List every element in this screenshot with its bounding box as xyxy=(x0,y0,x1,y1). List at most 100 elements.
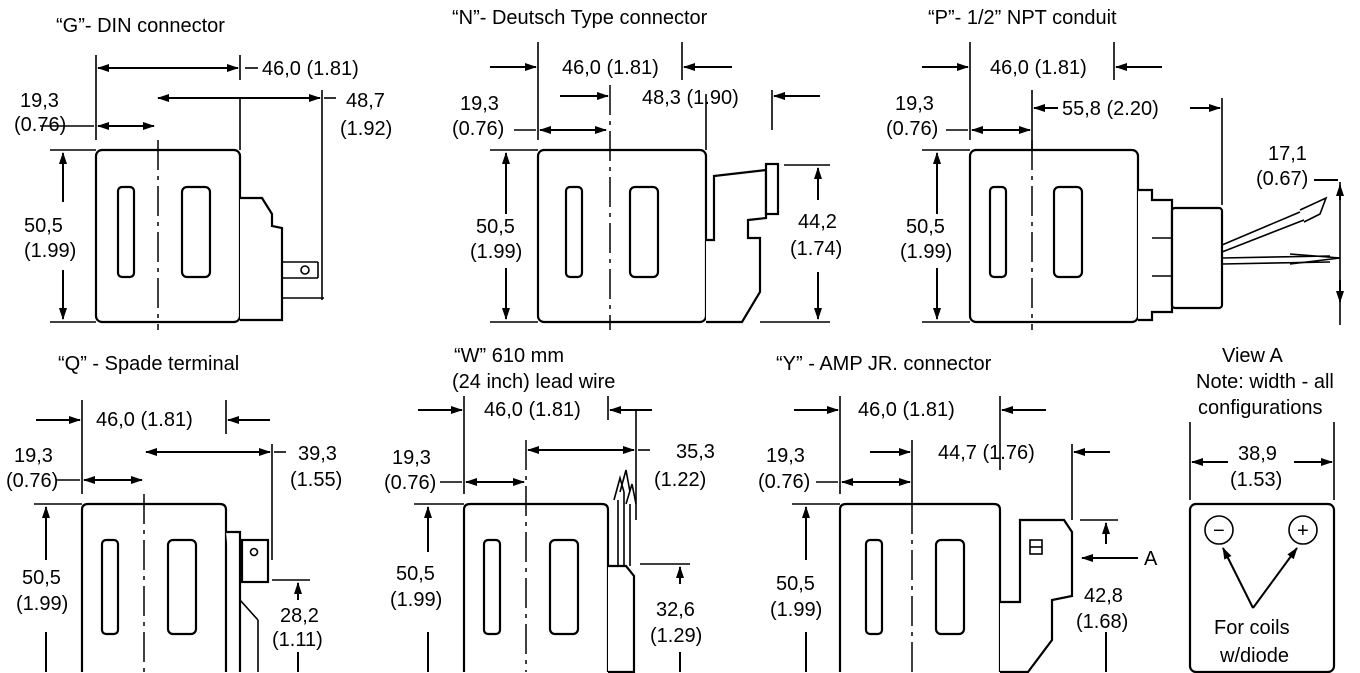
dim-lead-height-in: (1.29) xyxy=(650,625,702,647)
dim-width-total: 46,0 (1.81) xyxy=(262,58,359,80)
dim-spade-height: 28,2 xyxy=(280,605,319,627)
view-title: View A xyxy=(1222,345,1283,367)
panel-y-amp-connector: “Y” - AMP JR. connector 46,0 (1.81) 19,3… xyxy=(758,353,1158,673)
dim-connector-height-in: (1.68) xyxy=(1076,611,1128,633)
dim-height: 50,5 xyxy=(906,216,945,238)
wire-tip xyxy=(1299,196,1328,223)
dim-lead-exit-in: (1.22) xyxy=(654,469,706,491)
panel-w-lead-wire: “W” 610 mm (24 inch) lead wire 46,0 (1.8… xyxy=(384,345,715,673)
amp-connector xyxy=(1000,518,1074,673)
conduit-fitting xyxy=(1138,188,1174,322)
minus-symbol: − xyxy=(1213,520,1225,542)
dim-connector-in: (1.92) xyxy=(340,118,392,140)
dim-width-total: 46,0 (1.81) xyxy=(96,409,193,431)
connector-latch xyxy=(764,162,780,216)
panel-title-line2: (24 inch) lead wire xyxy=(452,371,615,393)
dim-connector: 48,3 (1.90) xyxy=(642,87,739,109)
lead-wire xyxy=(1221,255,1331,265)
panel-p-npt-conduit: “P”- 1/2” NPT conduit 46,0 (1.81) 19,3 (… xyxy=(886,7,1344,330)
lead-wire xyxy=(617,492,631,566)
panel-n-deutsch-connector: “N”- Deutsch Type connector 46,0 (1.81) … xyxy=(452,7,842,330)
coil-window xyxy=(548,538,580,636)
coil-window xyxy=(988,185,1008,279)
coil-body xyxy=(838,502,1002,672)
dim-height: 50,5 xyxy=(396,563,435,585)
lead-wire xyxy=(1221,211,1305,253)
panel-title-line1: “W” 610 mm xyxy=(454,345,564,367)
dim-height: 50,5 xyxy=(22,567,61,589)
dim-connector: 48,7 xyxy=(346,90,385,112)
dim-height: 50,5 xyxy=(24,215,63,237)
dim-centerline-in: (0.76) xyxy=(384,472,436,494)
diode-note: For coils xyxy=(1214,617,1290,639)
wire-tip xyxy=(1289,253,1341,265)
dim-height-in: (1.99) xyxy=(900,241,952,263)
dim-width-in: (1.53) xyxy=(1230,469,1282,491)
panel-g-din-connector: “G”- DIN connector 46,0 (1.81) 19,3 (0.7… xyxy=(14,15,392,330)
coil-window xyxy=(180,185,212,279)
panel-title: “Y” - AMP JR. connector xyxy=(776,353,992,375)
dim-centerline-in: (0.76) xyxy=(452,118,504,140)
panel-title: “Q” - Spade terminal xyxy=(58,353,239,375)
dim-spade: 39,3 xyxy=(298,443,337,465)
dim-height: 50,5 xyxy=(476,216,515,238)
dim-centerline: 19,3 xyxy=(392,447,431,469)
dim-lead-height: 32,6 xyxy=(656,599,695,621)
dim-connector-height: 42,8 xyxy=(1084,585,1123,607)
coil-window xyxy=(482,538,502,636)
dim-lead-exit: 35,3 xyxy=(676,441,715,463)
dim-height-in: (1.99) xyxy=(16,593,68,615)
dim-height-in: (1.99) xyxy=(770,599,822,621)
din-connector xyxy=(240,196,284,322)
dim-height-in: (1.99) xyxy=(24,240,76,262)
dim-width-total: 46,0 (1.81) xyxy=(990,57,1087,79)
diode-note-2: w/diode xyxy=(1219,645,1289,667)
dim-centerline: 19,3 xyxy=(20,90,59,112)
dim-centerline: 19,3 xyxy=(766,445,805,467)
dim-connector-height: 44,2 xyxy=(798,211,837,233)
plus-terminal-icon xyxy=(1288,515,1318,545)
lead-exit-housing xyxy=(608,564,636,673)
coil-window xyxy=(100,538,120,636)
coil-window xyxy=(564,185,584,279)
dim-height: 50,5 xyxy=(776,573,815,595)
view-note: Note: width - all xyxy=(1196,371,1334,393)
conduit-nut xyxy=(1170,206,1224,310)
coil-body xyxy=(536,148,708,324)
dim-spade-in: (1.55) xyxy=(290,469,342,491)
dim-width-total: 46,0 (1.81) xyxy=(484,399,581,421)
panel-view-a: View A Note: width - all configurations … xyxy=(1188,345,1336,673)
coil-window xyxy=(1052,185,1084,279)
minus-terminal-icon xyxy=(1204,515,1234,545)
dim-width-total: 46,0 (1.81) xyxy=(858,399,955,421)
view-a-marker: A xyxy=(1144,548,1158,570)
dim-centerline: 19,3 xyxy=(14,445,53,467)
panel-q-spade-terminal: “Q” - Spade terminal 46,0 (1.81) 19,3 (0… xyxy=(6,353,342,672)
terminal-housing xyxy=(226,530,242,672)
dim-width: 38,9 xyxy=(1238,443,1277,465)
coil-window xyxy=(628,185,660,279)
dim-centerline-in: (0.76) xyxy=(14,114,66,136)
dim-connector: 44,7 (1.76) xyxy=(938,442,1035,464)
wire-tip xyxy=(613,469,637,505)
dim-centerline-in: (0.76) xyxy=(6,470,58,492)
panel-title: “N”- Deutsch Type connector xyxy=(452,7,708,29)
dim-height-in: (1.99) xyxy=(470,241,522,263)
dim-centerline-in: (0.76) xyxy=(886,118,938,140)
coil-window xyxy=(934,538,966,636)
coil-end-view xyxy=(1188,502,1336,673)
panel-title: “G”- DIN connector xyxy=(56,15,225,37)
dim-height-in: (1.99) xyxy=(390,589,442,611)
dim-conduit-height-in: (0.67) xyxy=(1256,168,1308,190)
dim-centerline: 19,3 xyxy=(460,93,499,115)
dim-centerline: 19,3 xyxy=(895,93,934,115)
deutsch-connector xyxy=(706,168,768,324)
panel-title: “P”- 1/2” NPT conduit xyxy=(928,7,1117,29)
coil-window xyxy=(864,538,884,636)
coil-window xyxy=(116,185,136,279)
dim-width-total: 46,0 (1.81) xyxy=(562,57,659,79)
spade-terminal xyxy=(240,538,270,584)
plus-symbol: + xyxy=(1297,520,1309,542)
dim-connector-height-in: (1.74) xyxy=(790,238,842,260)
dim-conduit-height: 17,1 xyxy=(1268,143,1307,165)
